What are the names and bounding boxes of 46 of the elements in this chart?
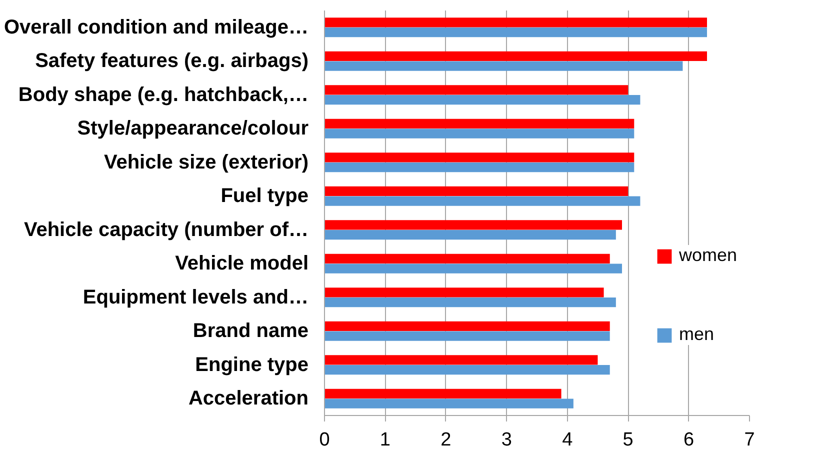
y-tick-label: Brand name bbox=[192, 320, 309, 342]
bar bbox=[324, 18, 707, 28]
y-tick-label: Acceleration bbox=[188, 388, 309, 410]
legend-label: men bbox=[679, 324, 714, 345]
x-tick-label: 4 bbox=[562, 430, 574, 450]
y-tick-label: Vehicle model bbox=[175, 252, 308, 275]
x-tick-label: 5 bbox=[622, 430, 634, 450]
y-tick-label: Engine type bbox=[195, 354, 309, 376]
bar bbox=[324, 254, 610, 264]
bar bbox=[324, 264, 622, 274]
bar bbox=[324, 128, 634, 138]
y-tick-label: Style/appearance/colour bbox=[77, 118, 309, 140]
legend-label: women bbox=[679, 245, 738, 266]
bar bbox=[324, 27, 707, 38]
bar bbox=[324, 331, 610, 341]
bar bbox=[324, 186, 628, 196]
y-tick-label: Vehicle size (exterior) bbox=[104, 151, 309, 174]
x-tick-label: 0 bbox=[319, 430, 330, 450]
y-tick-label: Equipment levels and… bbox=[82, 286, 309, 308]
bar bbox=[324, 85, 628, 95]
bar bbox=[324, 162, 634, 172]
bar bbox=[324, 288, 604, 298]
bar bbox=[324, 388, 562, 399]
x-tick-label: 1 bbox=[380, 430, 391, 450]
bar bbox=[324, 94, 640, 105]
bar bbox=[324, 61, 683, 71]
y-tick-label: Fuel type bbox=[220, 185, 309, 208]
bar bbox=[324, 355, 598, 365]
bar bbox=[324, 364, 610, 375]
bar bbox=[324, 51, 707, 62]
y-tick-label: Safety features (e.g. airbags) bbox=[35, 50, 309, 72]
bar bbox=[324, 398, 574, 408]
y-tick-label: Vehicle capacity (number of… bbox=[24, 218, 308, 241]
bar bbox=[324, 297, 616, 308]
bar bbox=[324, 220, 622, 230]
x-tick-label: 2 bbox=[440, 430, 452, 450]
bar bbox=[324, 230, 616, 240]
bar bbox=[324, 321, 610, 332]
y-tick-label: Body shape (e.g. hatchback,… bbox=[18, 84, 309, 106]
bar bbox=[324, 118, 634, 129]
bar bbox=[324, 152, 634, 162]
x-tick-label: 7 bbox=[744, 430, 755, 450]
x-tick-label: 3 bbox=[501, 430, 512, 450]
y-tick-label: Overall condition and mileage… bbox=[4, 16, 309, 38]
x-tick-label: 6 bbox=[684, 430, 694, 450]
bar bbox=[324, 196, 640, 206]
